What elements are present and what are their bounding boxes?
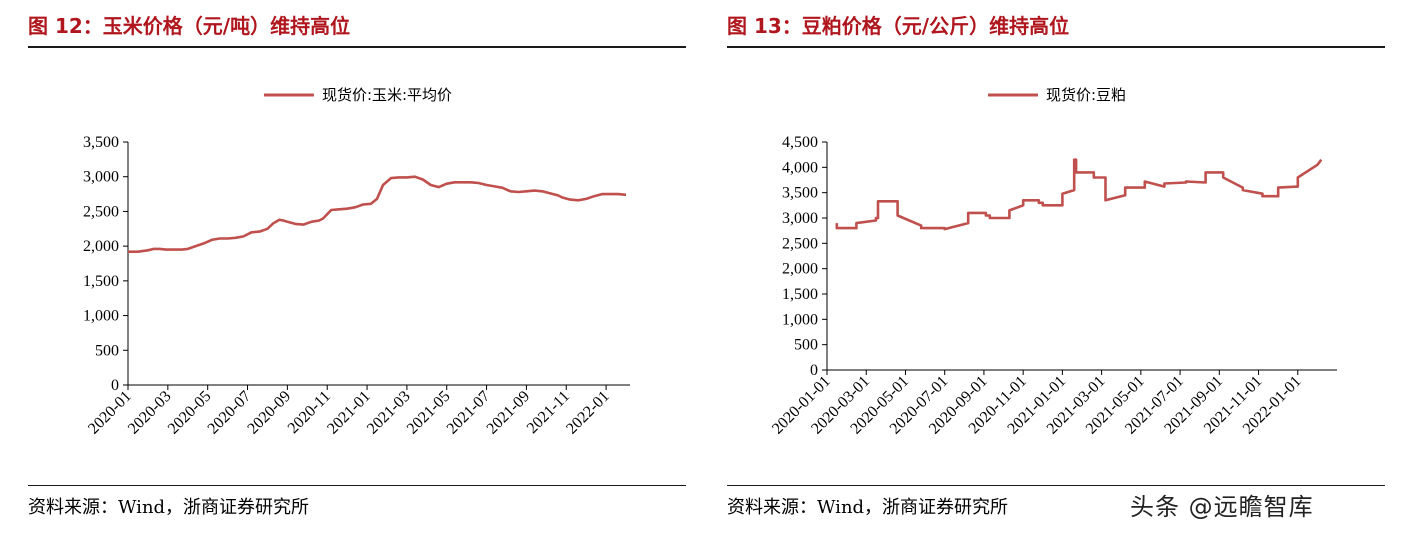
y-tick-label: 500: [794, 337, 818, 354]
y-tick-label: 2,500: [83, 203, 119, 220]
series-line: [835, 158, 1323, 231]
y-tick-label: 4,500: [782, 134, 818, 151]
y-tick-label: 1,000: [83, 308, 119, 325]
y-tick-label: 2,000: [782, 261, 818, 278]
y-tick-label: 0: [111, 377, 119, 394]
legend: 现货价:玉米:平均价: [263, 86, 452, 104]
x-tick-label: 2022-01: [563, 388, 613, 438]
series-line: [128, 175, 627, 253]
legend-label: 现货价:玉米:平均价: [322, 86, 452, 104]
panel-corn-price: 图 12：玉米价格（元/吨）维持高位 0 500 1,000 1,500 2,000 2,…: [28, 0, 686, 538]
x-tick-label: 2020-01: [85, 388, 135, 438]
x-tick-label: 2020-11: [285, 388, 334, 437]
figure-title: 图 12：玉米价格（元/吨）维持高位: [28, 14, 351, 38]
panel-soybean-meal-price: 图 13：豆粕价格（元/公斤）维持高位 0 500 1,000 1,500 2,000 2…: [727, 0, 1385, 538]
y-tick-label: 4,000: [782, 159, 818, 176]
x-tick-label: 2021-07: [444, 388, 494, 438]
x-tick-label: 2021-03: [364, 388, 414, 438]
legend-label: 现货价:豆粕: [1046, 86, 1126, 104]
source-note: 资料来源：Wind，浙商证券研究所: [28, 497, 310, 518]
x-tick-label: 2020-03: [125, 388, 175, 438]
x-tick-label: 2021-09: [484, 388, 534, 438]
x-tick-label: 2020-09: [244, 388, 294, 438]
y-tick-label: 0: [810, 362, 818, 379]
title-rule: [727, 46, 1385, 48]
source-note: 资料来源：Wind，浙商证券研究所: [727, 497, 1009, 518]
figure-title: 图 13：豆粕价格（元/公斤）维持高位: [727, 14, 1070, 38]
y-tick-label: 1,000: [782, 311, 818, 328]
y-tick-label: 3,000: [83, 169, 119, 186]
watermark-text: 头条 @远瞻智库: [1130, 493, 1314, 521]
y-tick-label: 1,500: [83, 273, 119, 290]
y-tick-label: 2,000: [83, 238, 119, 255]
y-tick-label: 2,500: [782, 235, 818, 252]
y-tick-label: 1,500: [782, 286, 818, 303]
corn-price-chart: 0 500 1,000 1,500 2,000 2,500 3,000 3,500 2020-0…: [83, 86, 630, 438]
x-tick-label: 2020-05: [165, 388, 215, 438]
x-tick-label: 2021-01: [324, 388, 374, 438]
source-rule: [727, 485, 1385, 486]
soybean-meal-price-chart: 0 500 1,000 1,500 2,000 2,500 3,000 3,500 4,000 4…: [769, 86, 1337, 438]
y-tick-label: 3,500: [782, 185, 818, 202]
x-tick-label: 2021-11: [524, 388, 573, 437]
x-tick-label: 2021-05: [404, 388, 454, 438]
y-tick-label: 500: [95, 342, 119, 359]
title-rule: [28, 46, 686, 48]
y-tick-label: 3,500: [83, 134, 119, 151]
x-tick-label: 2020-07: [205, 388, 255, 438]
y-tick-label: 3,000: [782, 210, 818, 227]
source-rule: [28, 485, 686, 486]
legend: 现货价:豆粕: [987, 86, 1126, 104]
